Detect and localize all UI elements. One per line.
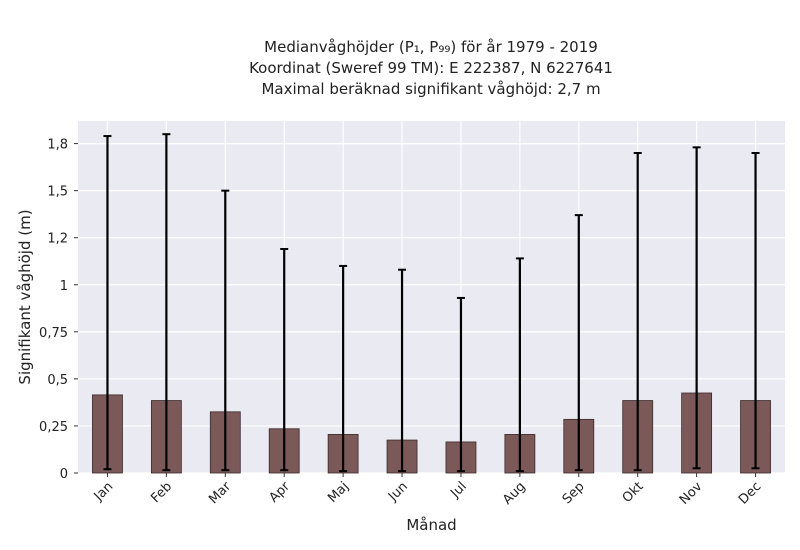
chart-title-line: Medianvåghöjder (P₁, P₉₉) för år 1979 - … [264,38,598,56]
plot-area [78,121,785,473]
x-tick-label: Mar [206,479,234,507]
error-bars [103,133,760,473]
x-tick-label: Jul [447,479,469,501]
x-tick-label: Okt [620,479,647,506]
error-bar-jul [456,296,465,473]
x-tick-label: Jun [385,479,411,505]
error-bar-okt [633,152,642,472]
x-tick-label: Sep [560,479,588,507]
x-tick-label: Feb [148,479,175,506]
x-tick-label: Aug [500,479,529,508]
x-axis-label: Månad [406,516,456,534]
chart-title: Medianvåghöjder (P₁, P₉₉) för år 1979 - … [249,38,613,98]
x-axis: Jan Feb Mar Apr Maj Jun Jul Aug Sep Okt Nov Dec [91,473,764,508]
error-bar-sep [574,214,583,472]
x-tick-label: Apr [267,479,294,506]
error-bar-jun [398,268,407,473]
x-tick-label: Dec [736,479,764,507]
error-bar-mar [221,189,230,472]
error-bar-dec [751,152,760,470]
error-bar-apr [280,248,289,472]
x-tick-label: Nov [677,479,706,508]
error-bar-feb [162,133,171,472]
y-tick-label: 1,5 [47,185,68,200]
y-tick-label: 1 [60,279,68,294]
y-tick-label: 0,5 [47,373,68,388]
error-bar-maj [339,264,348,473]
y-tick-label: 0,75 [39,326,68,341]
x-tick-label: Maj [325,479,352,506]
y-tick-label: 0,25 [39,420,68,435]
chart-title-line: Maximal beräknad signifikant våghöjd: 2,… [261,80,600,98]
y-axis: 0 0,25 0,5 0,75 1 1,2 1,5 1,8 [39,138,78,482]
y-tick-label: 0 [60,467,68,482]
error-bar-jan [103,135,112,471]
chart-title-line: Koordinat (Sweref 99 TM): E 222387, N 62… [249,59,613,77]
y-axis-label: Signifikant våghöjd (m) [16,209,34,384]
y-tick-label: 1,2 [47,232,68,247]
error-bar-nov [692,146,701,470]
x-tick-label: Jan [91,479,116,504]
y-tick-label: 1,8 [47,138,68,153]
error-bar-aug [515,257,524,473]
